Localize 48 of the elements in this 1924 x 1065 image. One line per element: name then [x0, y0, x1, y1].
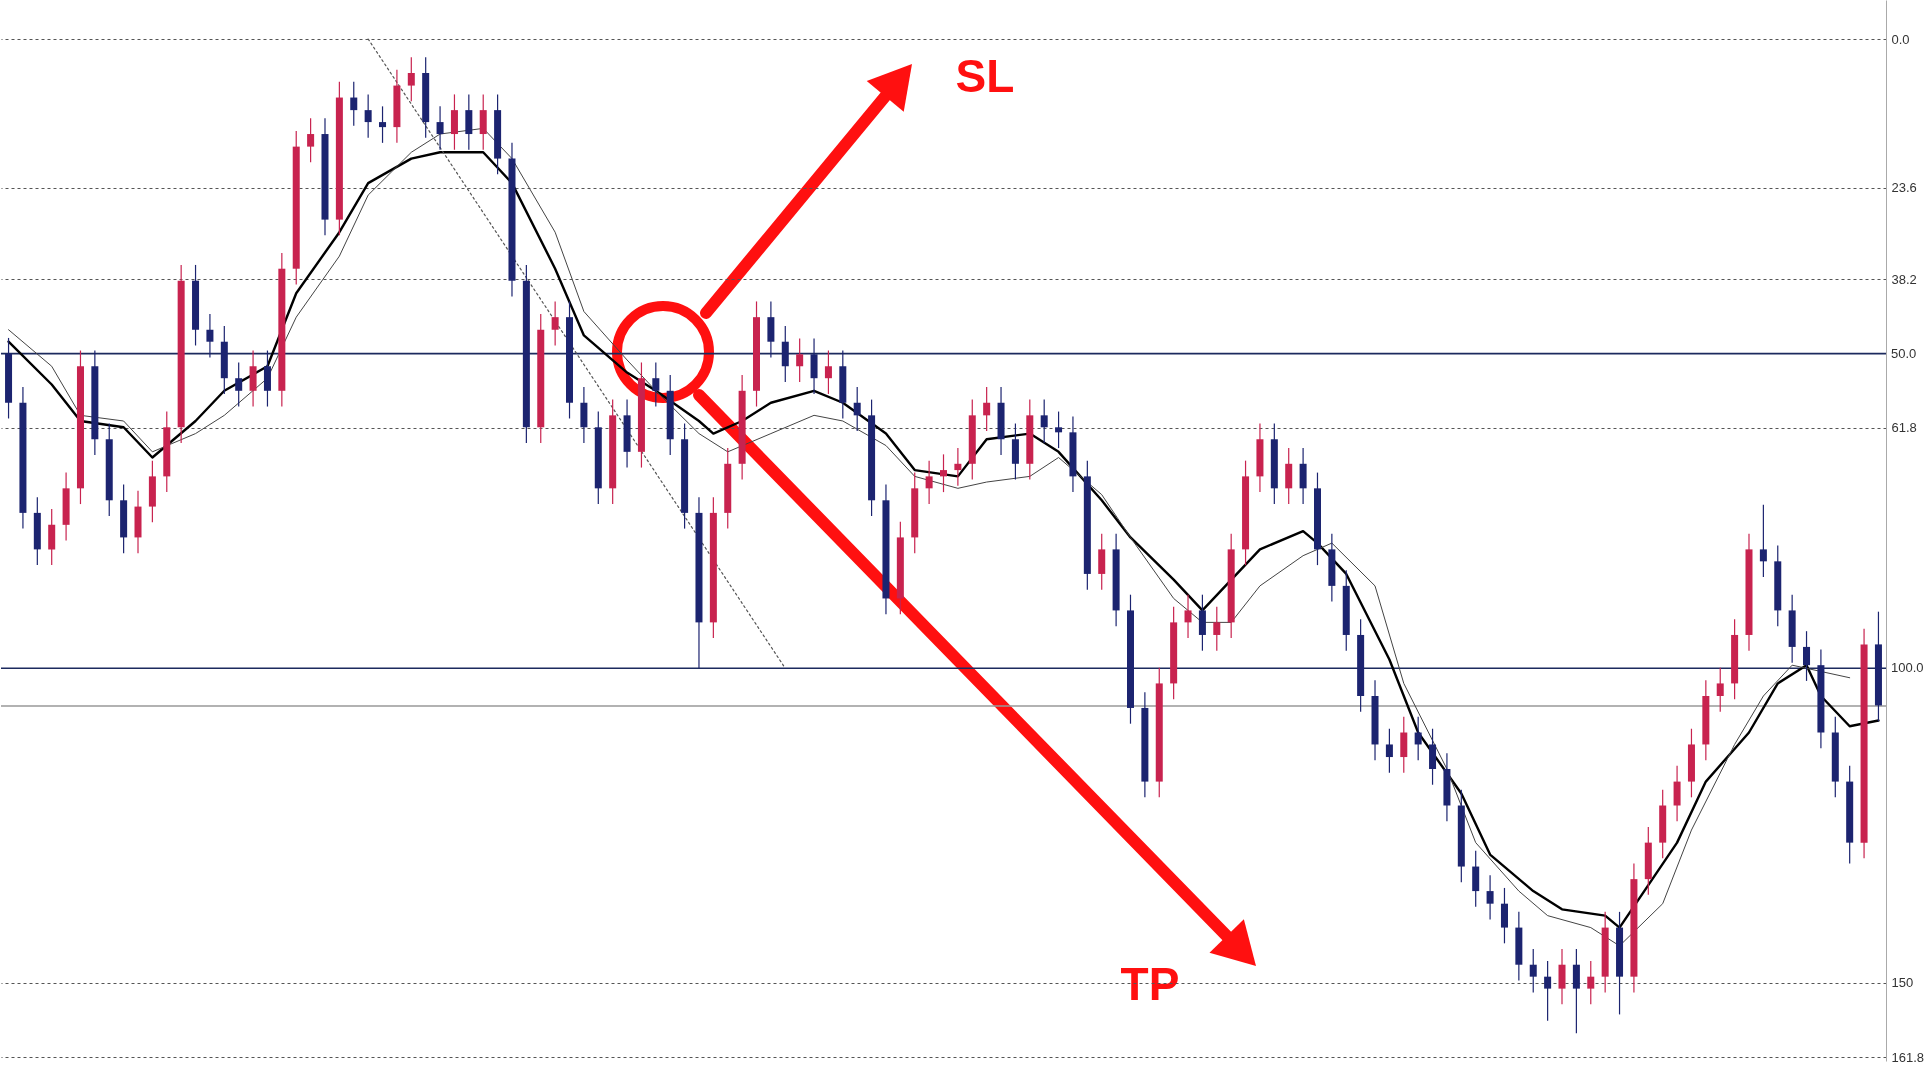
annotation: SL	[955, 50, 1015, 102]
candlestick	[1500, 887, 1508, 944]
candlestick	[350, 81, 358, 127]
candlestick	[379, 105, 387, 144]
y-tick-label: 38.2	[1891, 271, 1917, 287]
candlestick	[1414, 716, 1422, 761]
candlestick	[1213, 606, 1221, 652]
candlestick	[1673, 765, 1681, 822]
candlestick	[853, 386, 861, 432]
candlestick	[364, 93, 372, 139]
candlestick	[1486, 874, 1494, 921]
candlestick	[307, 117, 315, 163]
y-tick-label: 150	[1891, 975, 1914, 991]
y-tick-label: 23.6	[1891, 180, 1917, 196]
candlestick	[1716, 667, 1724, 713]
candlestick	[407, 56, 415, 102]
y-tick-label: 161.8	[1891, 1049, 1924, 1065]
candlestick	[954, 447, 962, 487]
candlestick	[796, 337, 804, 383]
y-tick-label: 61.8	[1891, 420, 1917, 436]
candlestick	[479, 93, 487, 151]
candlestick	[436, 105, 444, 151]
y-tick-label: 0.0	[1891, 31, 1910, 47]
candlestick	[1759, 504, 1767, 578]
candlestick	[1055, 410, 1063, 449]
candlestick	[925, 460, 933, 505]
candlestick	[1385, 728, 1393, 774]
candlestick	[235, 361, 243, 408]
candlestick	[1572, 948, 1580, 1034]
candlestick	[1558, 948, 1566, 1005]
candlestick	[652, 361, 660, 408]
candlestick	[1040, 399, 1048, 444]
ref-line-label: 50.0	[1891, 345, 1917, 361]
candlestick	[1184, 594, 1192, 639]
candlestick	[450, 93, 458, 151]
candlestick	[551, 300, 559, 347]
candlestick	[1529, 948, 1537, 994]
candlestick	[824, 349, 832, 395]
candlestick	[983, 386, 991, 432]
candlestick	[1544, 960, 1552, 1022]
candlestick	[1803, 630, 1811, 682]
candlestick	[206, 313, 214, 359]
ref-line-label: 100.0	[1891, 660, 1924, 676]
candlestick	[810, 337, 818, 395]
candlestick	[939, 453, 948, 493]
candlestick	[1587, 960, 1595, 1005]
annotation: TP	[1120, 958, 1180, 1010]
candlestick	[465, 93, 473, 151]
